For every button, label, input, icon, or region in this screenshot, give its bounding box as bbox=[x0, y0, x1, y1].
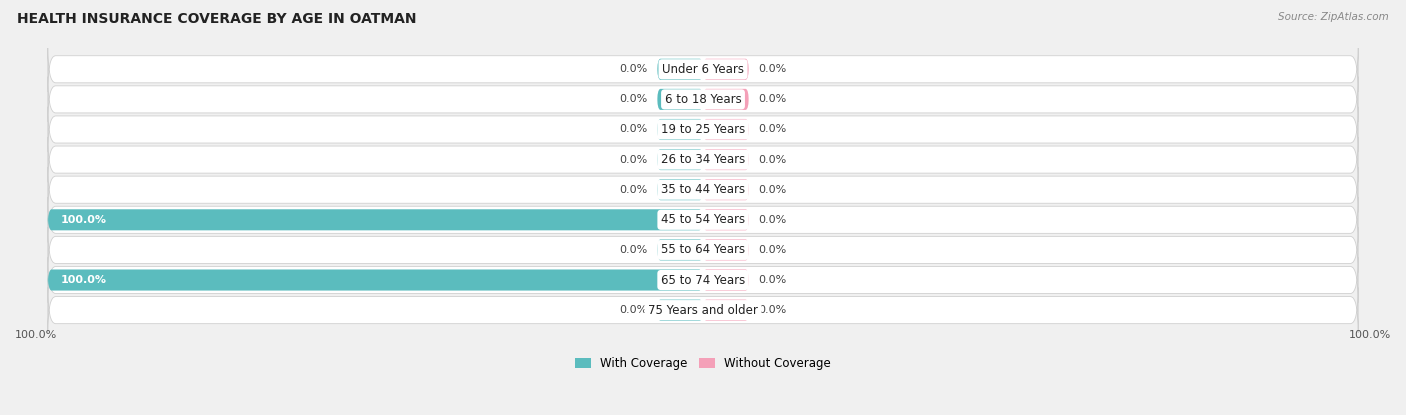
FancyBboxPatch shape bbox=[48, 107, 1358, 152]
Text: 45 to 54 Years: 45 to 54 Years bbox=[661, 213, 745, 226]
FancyBboxPatch shape bbox=[703, 269, 749, 290]
FancyBboxPatch shape bbox=[48, 167, 1358, 212]
Text: 0.0%: 0.0% bbox=[619, 245, 647, 255]
Text: 6 to 18 Years: 6 to 18 Years bbox=[665, 93, 741, 106]
Text: 55 to 64 Years: 55 to 64 Years bbox=[661, 244, 745, 256]
Text: Under 6 Years: Under 6 Years bbox=[662, 63, 744, 76]
FancyBboxPatch shape bbox=[703, 209, 749, 230]
Text: 0.0%: 0.0% bbox=[759, 64, 787, 74]
FancyBboxPatch shape bbox=[657, 149, 703, 170]
Text: 0.0%: 0.0% bbox=[759, 124, 787, 134]
Text: 75 Years and older: 75 Years and older bbox=[648, 304, 758, 317]
Legend: With Coverage, Without Coverage: With Coverage, Without Coverage bbox=[571, 352, 835, 375]
FancyBboxPatch shape bbox=[48, 77, 1358, 122]
Text: 0.0%: 0.0% bbox=[619, 64, 647, 74]
Text: 0.0%: 0.0% bbox=[759, 245, 787, 255]
FancyBboxPatch shape bbox=[657, 179, 703, 200]
FancyBboxPatch shape bbox=[703, 179, 749, 200]
Text: 0.0%: 0.0% bbox=[759, 305, 787, 315]
Text: 0.0%: 0.0% bbox=[759, 185, 787, 195]
FancyBboxPatch shape bbox=[48, 137, 1358, 182]
FancyBboxPatch shape bbox=[703, 149, 749, 170]
Text: HEALTH INSURANCE COVERAGE BY AGE IN OATMAN: HEALTH INSURANCE COVERAGE BY AGE IN OATM… bbox=[17, 12, 416, 27]
Text: 0.0%: 0.0% bbox=[759, 155, 787, 165]
Text: 65 to 74 Years: 65 to 74 Years bbox=[661, 273, 745, 286]
FancyBboxPatch shape bbox=[657, 119, 703, 140]
FancyBboxPatch shape bbox=[703, 300, 749, 321]
Text: 0.0%: 0.0% bbox=[759, 215, 787, 225]
FancyBboxPatch shape bbox=[48, 209, 703, 230]
Text: 0.0%: 0.0% bbox=[619, 124, 647, 134]
Text: 0.0%: 0.0% bbox=[619, 94, 647, 105]
FancyBboxPatch shape bbox=[48, 197, 1358, 242]
FancyBboxPatch shape bbox=[657, 59, 703, 80]
Text: Source: ZipAtlas.com: Source: ZipAtlas.com bbox=[1278, 12, 1389, 22]
Text: 0.0%: 0.0% bbox=[759, 275, 787, 285]
FancyBboxPatch shape bbox=[48, 257, 1358, 303]
Text: 0.0%: 0.0% bbox=[619, 305, 647, 315]
FancyBboxPatch shape bbox=[657, 239, 703, 261]
FancyBboxPatch shape bbox=[703, 59, 749, 80]
FancyBboxPatch shape bbox=[48, 269, 703, 290]
FancyBboxPatch shape bbox=[48, 47, 1358, 92]
Text: 100.0%: 100.0% bbox=[1348, 330, 1391, 340]
Text: 0.0%: 0.0% bbox=[759, 94, 787, 105]
Text: 100.0%: 100.0% bbox=[60, 275, 107, 285]
FancyBboxPatch shape bbox=[48, 227, 1358, 273]
FancyBboxPatch shape bbox=[703, 89, 749, 110]
Text: 100.0%: 100.0% bbox=[60, 215, 107, 225]
FancyBboxPatch shape bbox=[703, 119, 749, 140]
Text: 0.0%: 0.0% bbox=[619, 185, 647, 195]
Text: 100.0%: 100.0% bbox=[15, 330, 58, 340]
Text: 26 to 34 Years: 26 to 34 Years bbox=[661, 153, 745, 166]
FancyBboxPatch shape bbox=[657, 89, 703, 110]
Text: 35 to 44 Years: 35 to 44 Years bbox=[661, 183, 745, 196]
Text: 0.0%: 0.0% bbox=[619, 155, 647, 165]
FancyBboxPatch shape bbox=[657, 300, 703, 321]
FancyBboxPatch shape bbox=[48, 288, 1358, 333]
Text: 19 to 25 Years: 19 to 25 Years bbox=[661, 123, 745, 136]
FancyBboxPatch shape bbox=[703, 239, 749, 261]
